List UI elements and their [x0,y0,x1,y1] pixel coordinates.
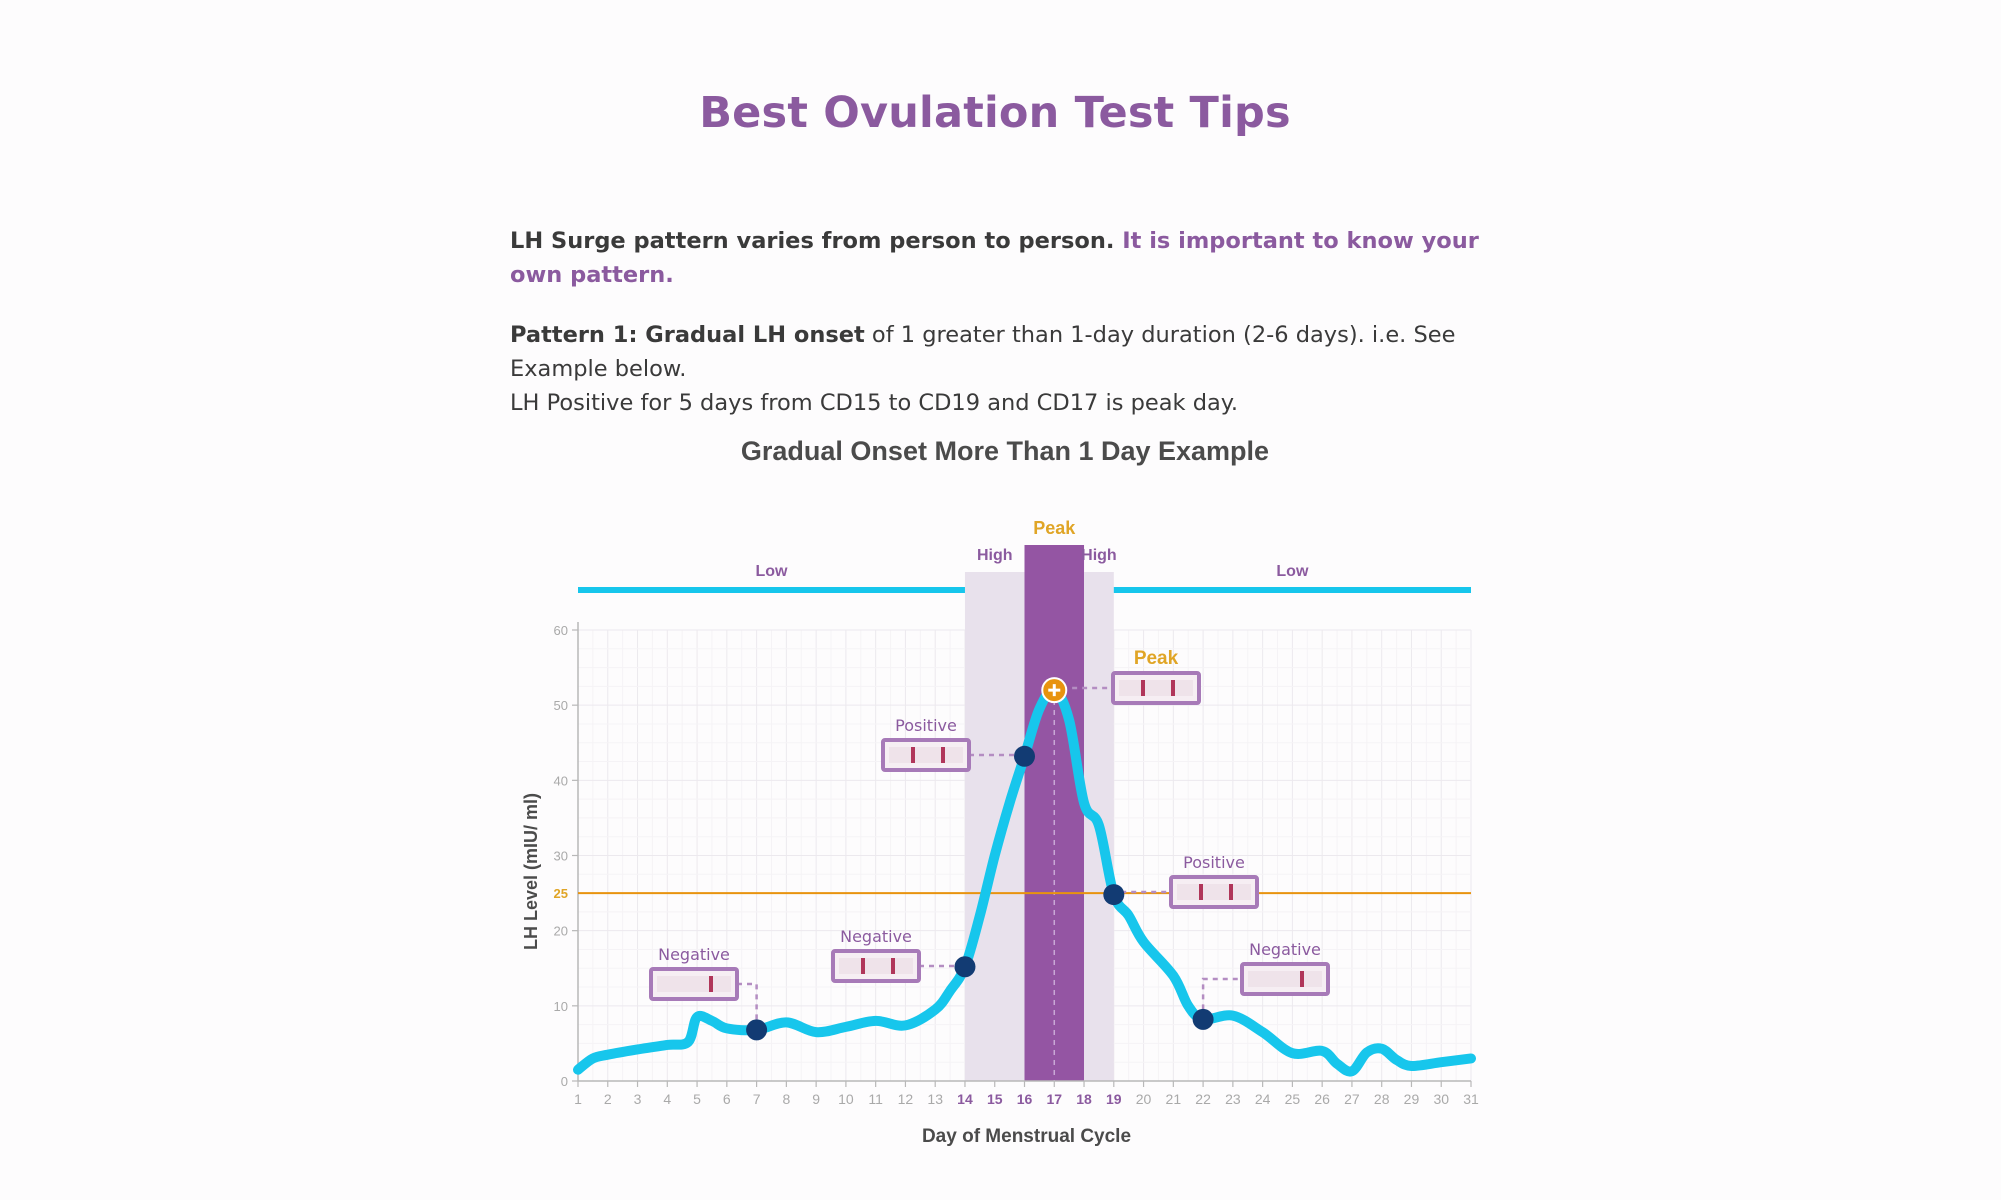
y-tick-label: 10 [554,999,568,1014]
peak-label: Peak [1134,648,1179,669]
data-point-marker [1103,884,1125,906]
x-tick-label: 8 [782,1091,790,1107]
x-tick-label: 22 [1195,1091,1211,1107]
phase-bands [964,545,1114,1081]
test-strip-annotations: Negative Negative Positive Peak Positive Nega… [649,648,1330,1041]
x-tick-label: 6 [723,1091,731,1107]
test-strip-line [1300,971,1304,987]
test-strip-line [1171,680,1175,696]
band-label-low: Low [1276,563,1309,580]
x-tick-label: 2 [604,1091,612,1107]
x-tick-label: 25 [1285,1091,1301,1107]
lh-curve [573,684,1476,1077]
result-label: Positive [1183,853,1245,872]
test-strip-line [709,976,713,992]
phase-top-bar: Low High Peak High Low [578,518,1471,593]
band-high [964,572,1025,1081]
y-axis-label: LH Level (mIU/ ml) [521,793,541,950]
test-strip-window [1248,971,1322,987]
threshold-label: 25 [554,886,568,901]
band-label-high: High [977,547,1013,564]
page-title: Best Ovulation Test Tips [699,88,1291,138]
x-tick-label: 31 [1463,1091,1479,1107]
y-tick-label: 30 [554,849,568,864]
data-point-marker [1192,1008,1214,1030]
x-tick-label: 9 [812,1091,820,1107]
data-point-marker [954,956,976,978]
result-label: Negative [840,927,912,946]
x-tick-label: 7 [753,1091,761,1107]
lh-curve-line [573,684,1476,1077]
pattern-text: of 1 greater than 1-day duration (2-6 da… [510,322,1456,382]
x-tick-label: 15 [987,1091,1003,1107]
y-tick-label: 40 [554,773,568,788]
test-strip-window [889,747,963,763]
x-tick-label: 3 [634,1091,642,1107]
band-label-low: Low [755,563,788,580]
annotation-connector [1201,977,1242,1020]
x-tick-label: 30 [1433,1091,1449,1107]
data-point-marker [1014,745,1035,767]
intro-paragraph-1: LH Surge pattern varies from person to p… [510,224,1530,292]
x-tick-label: 13 [927,1091,943,1107]
pattern-label: Pattern 1: Gradual LH onset [510,322,865,348]
x-tick-label: 21 [1166,1091,1182,1107]
result-label: Negative [1249,940,1321,959]
x-tick-label: 10 [838,1091,854,1107]
test-strip-line [1141,680,1145,696]
x-tick-label: 4 [663,1091,671,1107]
x-tick-label: 19 [1106,1091,1122,1107]
x-tick-label: 26 [1314,1091,1330,1107]
band-label-peak: Peak [1033,518,1076,538]
x-tick-label: 5 [693,1091,701,1107]
x-tick-label: 17 [1046,1091,1062,1107]
test-strip-line [1199,884,1203,900]
test-strip-line [861,958,865,974]
test-strip-line [891,958,895,974]
y-tick-label: 0 [561,1074,568,1089]
x-tick-label: 11 [868,1091,883,1107]
pattern-line2: LH Positive for 5 days from CD15 to CD19… [510,390,1239,416]
chart-title: Gradual Onset More Than 1 Day Example [740,436,1270,466]
test-strip-line [1229,884,1233,900]
x-tick-label: 23 [1225,1091,1241,1107]
x-tick-label: 29 [1404,1091,1420,1107]
test-strip-line [941,747,945,763]
y-tick-label: 20 [554,924,568,939]
result-label: Negative [658,945,730,964]
band-label-high: High [1081,547,1117,564]
test-strip-window [1177,884,1251,900]
x-tick-label: 16 [1017,1091,1033,1107]
intro-line1-a: LH Surge pattern varies from person to p… [510,228,1115,254]
x-tick-label: 28 [1374,1091,1390,1107]
x-tick-label: 14 [957,1091,973,1107]
test-strip-window [657,976,731,992]
intro-text: LH Surge pattern varies from person to p… [510,224,1530,420]
test-strip-window [839,958,913,974]
intro-line1-b: It is important to know your own pattern… [510,228,1479,288]
test-strip-window [1119,680,1193,696]
intro-paragraph-2: Pattern 1: Gradual LH onset of 1 greater… [510,318,1530,420]
result-label: Positive [895,716,957,735]
y-tick-label: 60 [554,623,568,638]
x-tick-label: 27 [1344,1091,1360,1107]
x-tick-label: 12 [898,1091,914,1107]
x-tick-label: 20 [1136,1091,1152,1107]
data-point-marker [746,1019,768,1041]
y-tick-label: 50 [554,698,568,713]
x-tick-label: 24 [1255,1091,1271,1107]
threshold-line: 25 [554,886,1471,901]
test-strip-line [911,747,915,763]
x-axis-label: Day of Menstrual Cycle [922,1126,1131,1147]
annotation-connector [737,982,758,1030]
x-tick-label: 1 [574,1091,582,1107]
x-tick-label: 18 [1076,1091,1092,1107]
